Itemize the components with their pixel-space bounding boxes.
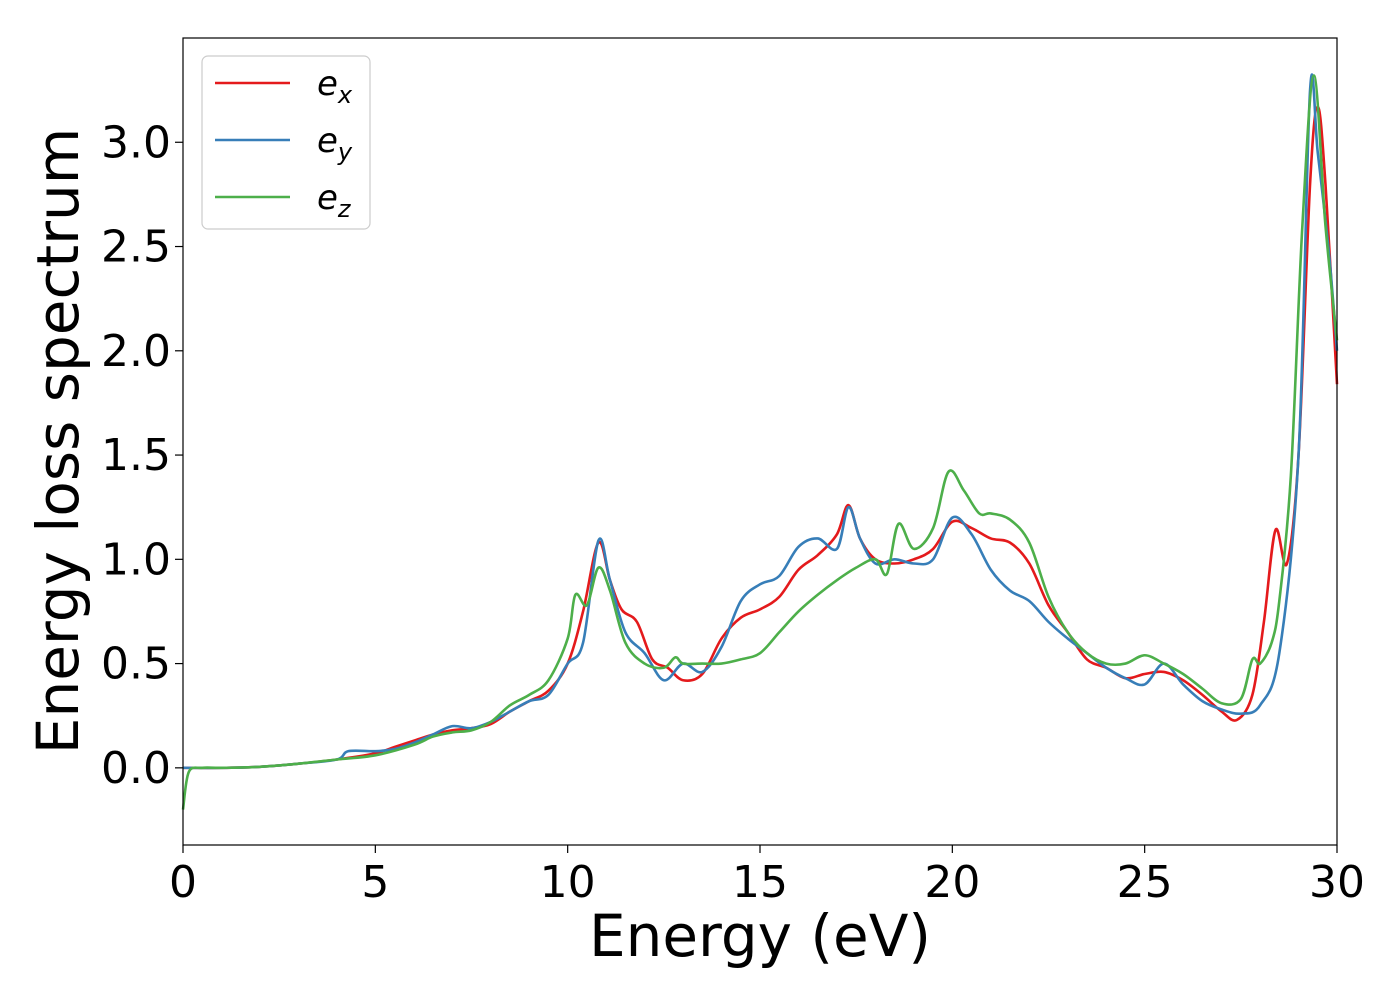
x-axis-title: Energy (eV) (589, 902, 931, 970)
x-tick-label: 30 (1309, 857, 1365, 908)
legend-label-ey: ey (317, 121, 353, 166)
x-tick-label: 25 (1117, 857, 1173, 908)
x-axis: 0 5 10 15 20 25 30 (169, 845, 1365, 908)
x-tick-label: 15 (732, 857, 788, 908)
y-tick-label: 2.5 (101, 222, 171, 273)
y-tick-label: 0.5 (101, 639, 171, 690)
series-line-ey (182, 73, 1339, 770)
y-tick-label: 2.0 (101, 326, 171, 377)
legend-box (201, 55, 371, 230)
plot-area (183, 38, 1337, 845)
y-tick-label: 1.5 (101, 430, 171, 481)
y-tick-label: 1.0 (101, 534, 171, 585)
y-axis-title: Energy loss spectrum (24, 128, 92, 754)
legend-label-ez: ez (317, 178, 352, 223)
legend: ex ey ez (201, 55, 371, 230)
series-lines (181, 73, 1339, 810)
legend-label-ex: ex (317, 64, 353, 109)
x-tick-label: 20 (924, 857, 980, 908)
y-tick-label: 0.0 (101, 743, 171, 794)
series-line-ez (181, 74, 1339, 810)
x-tick-label: 10 (540, 857, 596, 908)
x-tick-label: 0 (169, 857, 197, 908)
y-tick-label: 3.0 (101, 117, 171, 168)
y-axis: 0.0 0.5 1.0 1.5 2.0 2.5 3.0 (101, 117, 183, 794)
x-tick-label: 5 (361, 857, 389, 908)
